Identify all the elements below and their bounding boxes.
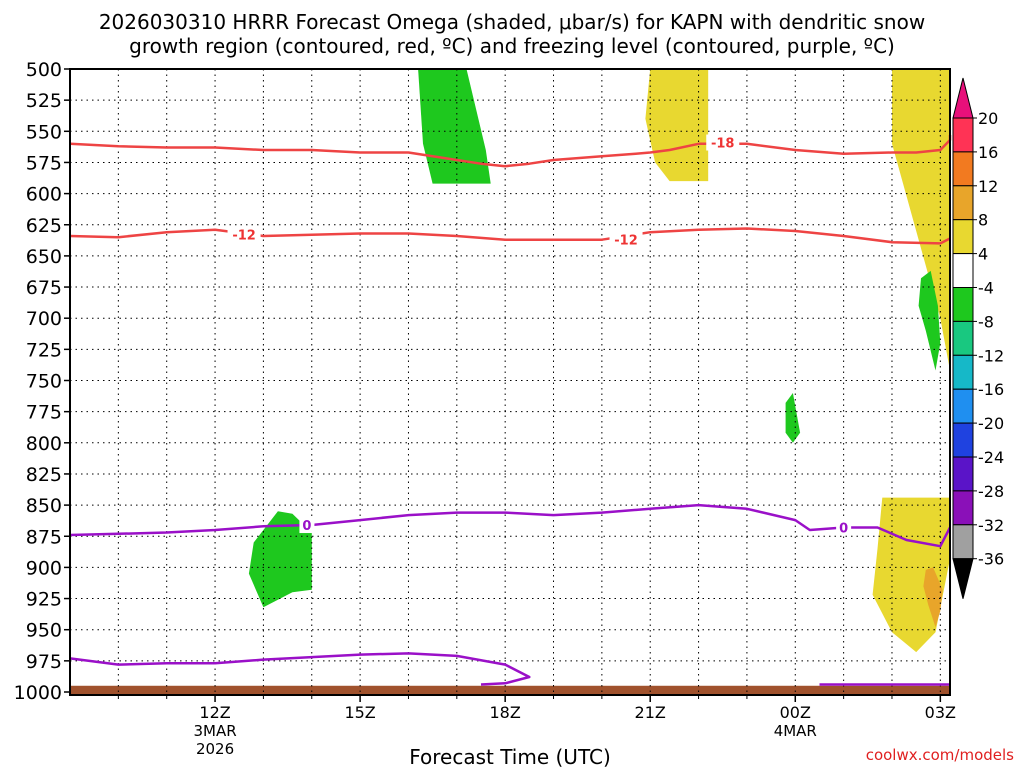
contour-labels: -18 -12 -12 0 0	[227, 134, 852, 537]
colorbar-box-8	[952, 388, 974, 424]
colorbar-box-3	[952, 219, 974, 255]
omega-region-1	[645, 69, 709, 182]
colorbar-box-5	[952, 287, 974, 322]
contour-label-bg-0	[706, 134, 740, 151]
x-tick-label-00Z: 00Z	[780, 703, 811, 722]
contour-lines	[69, 135, 952, 686]
colorbar-label-8: -16	[978, 380, 1004, 399]
x-tick-label-18Z: 18Z	[490, 703, 521, 722]
colorbar-label-10: -24	[978, 448, 1004, 467]
y-tick-label-625: 625	[26, 215, 62, 237]
colorbar-bottom-arrow	[952, 558, 974, 599]
colorbar-label-9: -20	[978, 414, 1004, 433]
colorbar-box-12	[952, 524, 974, 560]
y-tick-label-575: 575	[26, 152, 62, 174]
terrain-fill	[70, 685, 950, 695]
colorbar-label-13: -36	[978, 550, 1004, 569]
omega-region-0	[418, 69, 491, 184]
y-tick-label-525: 525	[26, 90, 62, 112]
x-tick-sub1-12Z: 3MAR	[193, 722, 236, 740]
colorbar-label-4: 4	[978, 245, 988, 264]
contour-label-0: -18	[711, 137, 735, 152]
contour-line-2	[69, 503, 952, 548]
y-tick-label-800: 800	[26, 433, 62, 455]
y-tick-label-750: 750	[26, 371, 62, 393]
plot-border	[69, 68, 951, 696]
contour-label-2: -12	[614, 234, 638, 249]
chart-title-line2: growth region (contoured, red, ºC) and f…	[129, 34, 895, 58]
colorbar-box-9	[952, 422, 974, 458]
colorbar-top-arrow	[952, 77, 974, 119]
y-tick-label-925: 925	[26, 589, 62, 611]
colorbar-label-3: 8	[978, 211, 988, 230]
colorbar-box-10	[952, 456, 974, 492]
contour-label-bg-1	[227, 226, 261, 243]
omega-region-4	[785, 393, 801, 443]
x-tick-label-12Z: 12Z	[199, 703, 230, 722]
y-tick-label-500: 500	[26, 59, 62, 81]
contour-line-0	[69, 135, 952, 168]
x-tick-sub2-12Z: 2026	[196, 740, 234, 758]
colorbar: 20 16 12 8 4 -4 -8 -12 -16 -20 -24 -28 -32 -36	[952, 77, 1004, 599]
y-tick-label-700: 700	[26, 308, 62, 330]
contour-label-4: 0	[839, 522, 848, 537]
colorbar-label-11: -28	[978, 482, 1004, 501]
x-axis-label: Forecast Time (UTC)	[409, 745, 611, 768]
x-tick-label-21Z: 21Z	[635, 703, 666, 722]
omega-region-5	[248, 511, 312, 608]
y-tick-label-950: 950	[26, 620, 62, 642]
y-tick-label-650: 650	[26, 246, 62, 268]
colorbar-box-6	[952, 320, 974, 356]
contour-label-bg-2	[609, 231, 643, 248]
plot-area	[70, 69, 950, 695]
chart-title-line1: 2026030310 HRRR Forecast Omega (shaded, …	[99, 10, 925, 34]
x-tick-label-15Z: 15Z	[344, 703, 375, 722]
y-tick-label-975: 975	[26, 651, 62, 673]
colorbar-label-5: -4	[978, 279, 994, 298]
colorbar-box-2	[952, 185, 974, 221]
colorbar-box-7	[952, 354, 974, 390]
contour-label-3: 0	[302, 519, 311, 534]
x-tick-label-03Z: 03Z	[925, 703, 956, 722]
y-tick-label-1000: 1000	[14, 682, 62, 704]
omega-region-3	[918, 270, 941, 371]
terrain-bar	[70, 685, 950, 695]
contour-label-bg-4	[836, 519, 852, 536]
y-tick-label-775: 775	[26, 402, 62, 424]
colorbar-label-0: 20	[978, 109, 998, 128]
colorbar-label-12: -32	[978, 516, 1004, 535]
contour-label-1: -12	[232, 229, 256, 244]
y-tick-label-725: 725	[26, 339, 62, 361]
watermark: coolwx.com/models	[866, 746, 1014, 764]
colorbar-label-7: -12	[978, 346, 1004, 365]
omega-region-7	[923, 567, 943, 628]
y-tick-label-875: 875	[26, 526, 62, 548]
y-tick-label-900: 900	[26, 557, 62, 579]
contour-line-1	[69, 227, 951, 245]
colorbar-label-1: 16	[978, 143, 998, 162]
y-tick-label-850: 850	[26, 495, 62, 517]
grid-lines	[70, 69, 950, 695]
colorbar-box-4	[952, 253, 974, 289]
colorbar-box-1	[952, 151, 974, 187]
y-tick-label-550: 550	[26, 121, 62, 143]
colorbar-label-6: -8	[978, 312, 994, 331]
omega-shading	[248, 69, 950, 653]
y-axis-ticks: 500 525 550 575 600 625 650 675 700 725 750 775 800 8…	[14, 59, 70, 704]
colorbar-box-11	[952, 490, 974, 526]
colorbar-box-0	[952, 117, 974, 153]
omega-region-6	[872, 497, 950, 653]
colorbar-label-2: 12	[978, 177, 998, 196]
y-tick-label-825: 825	[26, 464, 62, 486]
x-tick-sub1-00Z: 4MAR	[774, 722, 817, 740]
contour-line-3	[69, 652, 531, 686]
y-tick-label-600: 600	[26, 184, 62, 206]
y-tick-label-675: 675	[26, 277, 62, 299]
contour-label-bg-3	[299, 517, 315, 534]
